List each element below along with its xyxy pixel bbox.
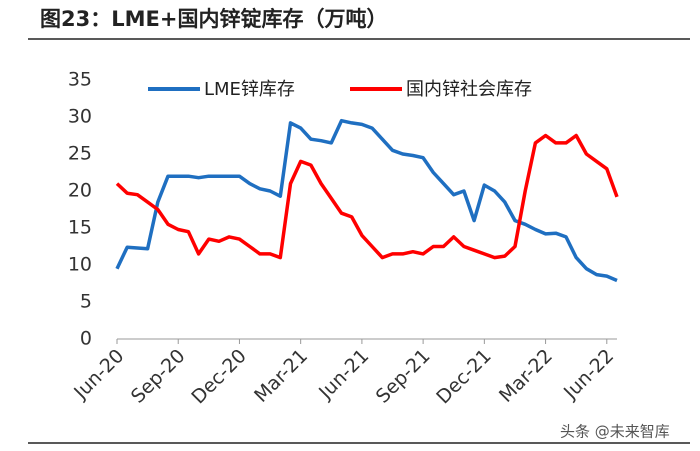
series-line	[115, 133, 619, 260]
x-tick-label: Mar-22	[495, 345, 557, 407]
x-tick-label: Dec-20	[187, 345, 251, 409]
legend-label: 国内锌社会库存	[406, 79, 532, 100]
x-tick-label: Dec-21	[432, 345, 496, 409]
x-tick-label: Sep-20	[127, 345, 190, 408]
x-tick-label: Sep-21	[372, 345, 435, 408]
x-tick-label: Jun-21	[314, 345, 373, 404]
series-line	[115, 118, 618, 283]
y-tick-label: 0	[80, 328, 92, 350]
x-tick-label: Mar-21	[250, 345, 312, 407]
y-tick-label: 10	[68, 254, 92, 276]
y-tick-label: 35	[68, 69, 92, 91]
watermark: 头条 @未来智库	[560, 423, 670, 441]
y-tick-label: 5	[80, 291, 92, 313]
y-tick-label: 25	[68, 143, 92, 165]
x-tick-label: Jun-20	[69, 345, 128, 404]
y-tick-label: 20	[68, 180, 92, 202]
y-tick-label: 15	[68, 217, 92, 239]
y-tick-label: 30	[68, 106, 92, 128]
legend-label: LME锌库存	[204, 79, 295, 100]
x-tick-label: Jun-22	[559, 345, 618, 404]
chart-title: 图23：LME+国内锌锭库存（万吨）	[40, 7, 387, 31]
